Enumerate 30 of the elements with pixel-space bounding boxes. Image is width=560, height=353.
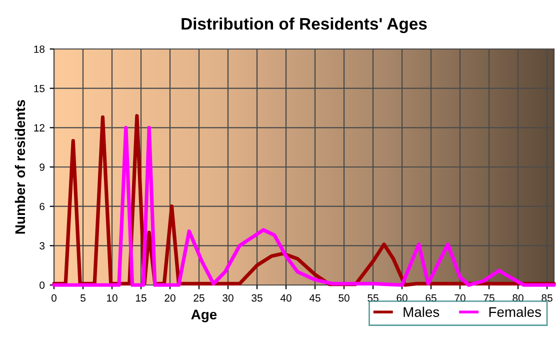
x-tick-label: 85 [542, 294, 552, 302]
x-tick-label: 60 [396, 294, 408, 302]
x-tick-label: 65 [426, 294, 436, 302]
x-tick-label: 55 [368, 294, 378, 302]
x-tick-label: 10 [107, 294, 118, 302]
chart-title: Distribution of Residents' Ages [182, 17, 427, 34]
x-tick-label: 30 [222, 294, 234, 302]
x-tick-label: 45 [309, 294, 320, 302]
x-axis-title: Age [191, 310, 217, 322]
x-tick-label: 70 [454, 294, 466, 302]
y-tick-label: 12 [34, 124, 44, 132]
y-tick-label: 0 [40, 282, 45, 289]
y-tick-label: 6 [40, 202, 45, 210]
x-tick-label: 80 [512, 294, 524, 302]
x-tick-label: 40 [280, 294, 292, 302]
x-tick-label: 5 [80, 294, 86, 302]
legend-label: Females [489, 306, 541, 317]
x-tick-label: 35 [252, 294, 262, 302]
y-tick-label: 9 [40, 164, 44, 171]
x-tick-label: 20 [164, 294, 176, 302]
legend-label: Males [404, 306, 440, 317]
y-axis-title: Number of residents [14, 100, 26, 234]
x-tick-label: 15 [136, 294, 146, 302]
y-tick-label: 3 [40, 242, 45, 250]
x-tick-label: 50 [338, 294, 350, 302]
y-tick-label: 15 [34, 84, 45, 92]
y-tick-label: 18 [34, 46, 45, 53]
x-tick-label: 25 [194, 294, 204, 302]
x-tick-label: 0 [52, 294, 56, 302]
x-tick-label: 75 [484, 294, 494, 302]
